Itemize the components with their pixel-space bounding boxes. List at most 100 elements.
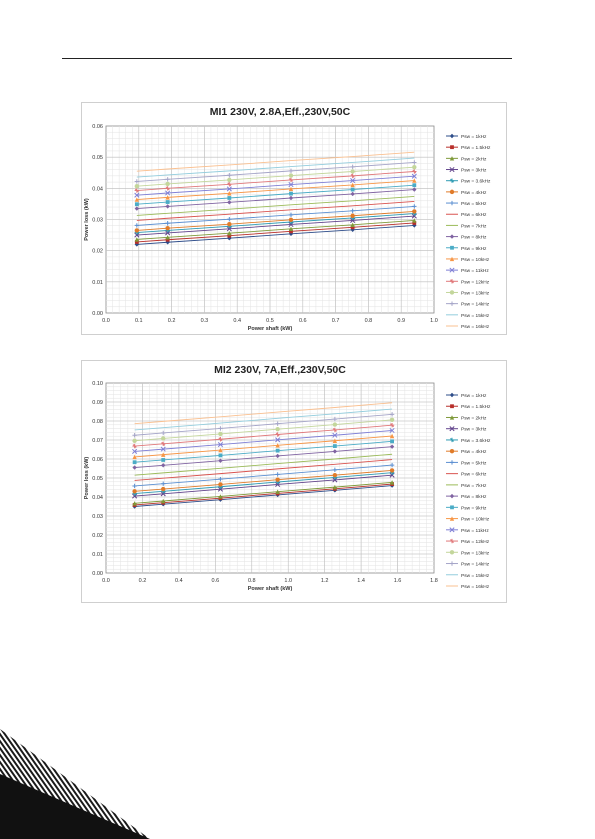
- mi2-data-point: [161, 441, 166, 446]
- mi2-data-point: [332, 422, 338, 427]
- mi2-series-line: [134, 413, 393, 436]
- mi1-series-7: [134, 204, 417, 228]
- mi1-series-6: [134, 209, 417, 233]
- mi2-legend-item: Psw = 10kHz: [446, 516, 490, 523]
- mi1-data-point: [288, 173, 294, 178]
- mi1-data-point: [288, 177, 294, 183]
- mi2-data-point: [218, 494, 223, 499]
- mi2-x-tick-label: 0.4: [175, 578, 183, 584]
- mi1-series-line: [136, 195, 415, 216]
- mi2-legend-item: Psw = 4kHz: [446, 448, 487, 455]
- mi2-data-point: [389, 412, 395, 417]
- mi1-x-tick-label: 0.6: [299, 318, 307, 324]
- mi1-data-point: [165, 177, 170, 182]
- mi1-data-point: [134, 188, 140, 193]
- mi1-series-2: [134, 221, 417, 244]
- mi1-legend-item: Psw = 1kHz: [446, 133, 487, 140]
- mi1-legend-item: Psw = 8kHz: [446, 234, 487, 241]
- mi2-data-point: [389, 422, 395, 428]
- mi2-legend-item: Psw = 15kHz: [446, 573, 490, 579]
- mi2-legend-marker: [449, 493, 455, 499]
- mi1-series-line: [136, 175, 415, 196]
- mi2-legend-marker: [449, 460, 455, 465]
- mi2-series-4: [132, 472, 395, 499]
- mi2-series-12: [132, 433, 395, 460]
- mi1-series-12: [134, 178, 417, 202]
- mi2-data-point: [132, 448, 138, 454]
- mi1-x-tick-label: 0.4: [233, 318, 241, 324]
- mi1-data-point: [227, 221, 232, 227]
- mi1-data-point: [412, 204, 417, 209]
- mi1-legend-label: Psw = 10kHz: [461, 257, 490, 263]
- mi2-data-point: [161, 430, 166, 436]
- mi1-legend-marker: [449, 189, 455, 195]
- mi2-legend-item: Psw = 6kHz: [446, 472, 487, 478]
- mi1-series-line: [136, 162, 415, 182]
- mi2-data-point: [161, 463, 166, 468]
- mi1-y-tick-label: 0.06: [92, 124, 103, 130]
- mi1-legend-label: Psw = 12kHz: [461, 279, 490, 285]
- mi1-data-point: [350, 169, 355, 174]
- mi2-data-point: [132, 465, 137, 470]
- mi1-y-tick-label: 0.03: [92, 218, 103, 224]
- mi1-data-point: [350, 213, 355, 218]
- mi1-legend-marker: [449, 166, 455, 173]
- mi2-data-point: [161, 498, 166, 504]
- mi1-legend-item: Psw = 14kHz: [446, 301, 490, 308]
- mi1-data-point: [165, 237, 170, 242]
- mi1-data-point: [227, 173, 232, 178]
- mi1-legend-label: Psw = 5kHz: [461, 201, 487, 207]
- mi1-legend-marker: [449, 279, 455, 284]
- mi1-legend-marker: [449, 156, 455, 161]
- mi2-data-point: [389, 427, 395, 434]
- mi1-data-point: [165, 221, 170, 226]
- mi2-legend-label: Psw = 3.6kHz: [461, 438, 491, 444]
- mi1-data-point: [412, 183, 417, 188]
- mi1-series-13: [134, 173, 417, 198]
- mi1-data-point: [350, 225, 355, 230]
- mi2-legend-marker: [450, 505, 454, 510]
- mi2-y-tick-label: 0.09: [92, 400, 103, 406]
- mi1-legend-item: Psw = 13kHz: [446, 290, 490, 296]
- mi1-series-line: [136, 210, 415, 231]
- mi1-data-point: [288, 168, 294, 174]
- mi2-data-point: [218, 437, 223, 442]
- mi2-data-point: [217, 442, 223, 448]
- mi1-data-point: [227, 216, 232, 222]
- mi2-legend-marker: [449, 426, 455, 432]
- mi1-legend-label: Psw = 13kHz: [461, 290, 490, 296]
- mi2-legend-item: Psw = 1.5kHz: [446, 404, 491, 410]
- mi2-series-line: [134, 453, 393, 476]
- mi2-series-line: [134, 424, 393, 447]
- mi2-y-tick-label: 0.08: [92, 419, 103, 425]
- mi2-legend-marker: [449, 550, 455, 555]
- mi1-legend-item: Psw = 3.6kHz: [446, 178, 491, 185]
- mi1-legend-marker: [449, 290, 455, 295]
- mi1-data-point: [412, 187, 417, 192]
- mi2-data-point: [332, 427, 338, 433]
- mi1-legend-item: Psw = 4kHz: [446, 189, 487, 196]
- mi2-data-point: [161, 458, 166, 462]
- mi2-series-3: [132, 480, 395, 506]
- mi2-series-line: [134, 419, 393, 442]
- mi1-data-point: [165, 186, 170, 191]
- mi1-data-point: [288, 182, 294, 188]
- mi1-legend-item: Psw = 2kHz: [446, 156, 487, 162]
- mi2-legend-item: Psw = 5kHz: [446, 460, 487, 466]
- chart-mi1-svg: MI1 230V, 2.8A,Eff.,230V,50C 0.0 0.1 0.2 0.3…: [84, 106, 491, 332]
- header-rule: [62, 58, 512, 59]
- mi2-y-tick-label: 0.01: [92, 552, 103, 558]
- mi2-y-tick-label: 0.02: [92, 533, 103, 539]
- mi1-legend-item: Psw = 15kHz: [446, 313, 490, 319]
- mi2-legend-marker: [449, 538, 455, 544]
- mi2-legend-marker: [449, 527, 455, 533]
- mi2-series-15: [132, 417, 395, 443]
- mi1-data-point: [226, 186, 232, 192]
- mi2-legend-label: Psw = 10kHz: [461, 517, 490, 523]
- mi1-legend-marker: [449, 200, 455, 206]
- mi1-data-point: [134, 197, 140, 202]
- mi2-series-line: [134, 402, 393, 425]
- mi2-series-line: [134, 408, 393, 431]
- mi2-legend-label: Psw = 14kHz: [461, 562, 490, 568]
- mi2-legend-item: Psw = 14kHz: [446, 561, 490, 568]
